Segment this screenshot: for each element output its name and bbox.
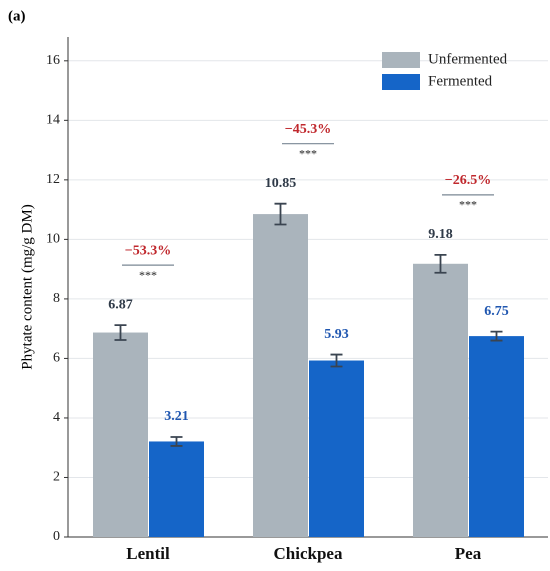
- y-axis-label: Phytate content (mg/g DM): [19, 204, 35, 369]
- significance-label: ***: [459, 198, 477, 212]
- legend-label: Unfermented: [428, 51, 508, 67]
- bar: [413, 263, 468, 537]
- y-tick-label: 2: [53, 470, 60, 485]
- error-bar: [114, 324, 127, 341]
- legend-swatch: [382, 74, 420, 90]
- bar: [93, 332, 148, 537]
- y-tick-label: 6: [53, 351, 60, 366]
- value-label: 6.75: [484, 304, 509, 319]
- value-label: 5.93: [324, 327, 349, 342]
- bar: [469, 336, 524, 537]
- y-tick-label: 16: [46, 53, 60, 68]
- error-bar: [274, 202, 287, 226]
- x-tick-label: Chickpea: [274, 544, 343, 563]
- significance-label: ***: [139, 268, 157, 282]
- error-bar: [330, 353, 343, 368]
- y-tick-label: 12: [46, 172, 60, 187]
- change-label: −45.3%: [285, 122, 331, 137]
- value-label: 10.85: [265, 176, 297, 191]
- value-label: 6.87: [108, 297, 133, 312]
- significance-label: ***: [299, 146, 317, 160]
- change-label: −53.3%: [125, 243, 171, 258]
- legend-label: Fermented: [428, 73, 493, 89]
- y-tick-label: 0: [53, 529, 60, 544]
- y-tick-label: 4: [53, 410, 60, 425]
- change-label: −26.5%: [445, 173, 491, 188]
- y-tick-label: 14: [46, 113, 60, 128]
- error-bar: [170, 436, 183, 447]
- y-tick-label: 10: [46, 232, 60, 247]
- x-tick-label: Pea: [455, 544, 482, 563]
- value-label: 3.21: [164, 409, 189, 424]
- legend-swatch: [382, 52, 420, 68]
- x-tick-label: Lentil: [126, 544, 170, 563]
- y-tick-label: 8: [53, 291, 60, 306]
- panel-label: (a): [8, 8, 26, 24]
- error-bar: [490, 330, 503, 342]
- error-bar: [434, 253, 447, 274]
- bar: [149, 441, 204, 537]
- bar: [309, 360, 364, 537]
- value-label: 9.18: [428, 227, 453, 242]
- bar: [253, 214, 308, 538]
